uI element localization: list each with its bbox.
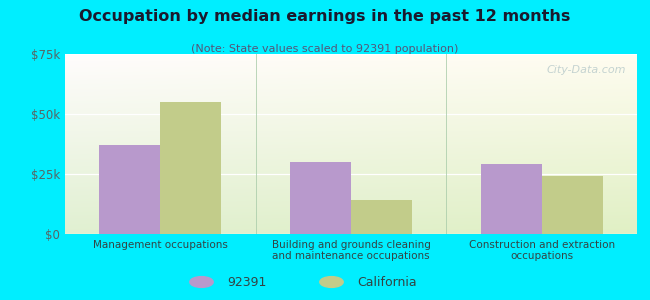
Bar [290,162,351,234]
Bar [99,145,161,234]
Bar [480,164,541,234]
Text: California: California [358,275,417,289]
Bar [351,200,412,234]
Bar [541,176,603,234]
Text: Occupation by median earnings in the past 12 months: Occupation by median earnings in the pas… [79,9,571,24]
Text: 92391: 92391 [227,275,267,289]
Bar [161,102,222,234]
Text: City-Data.com: City-Data.com [546,65,625,75]
Text: (Note: State values scaled to 92391 population): (Note: State values scaled to 92391 popu… [191,44,459,53]
